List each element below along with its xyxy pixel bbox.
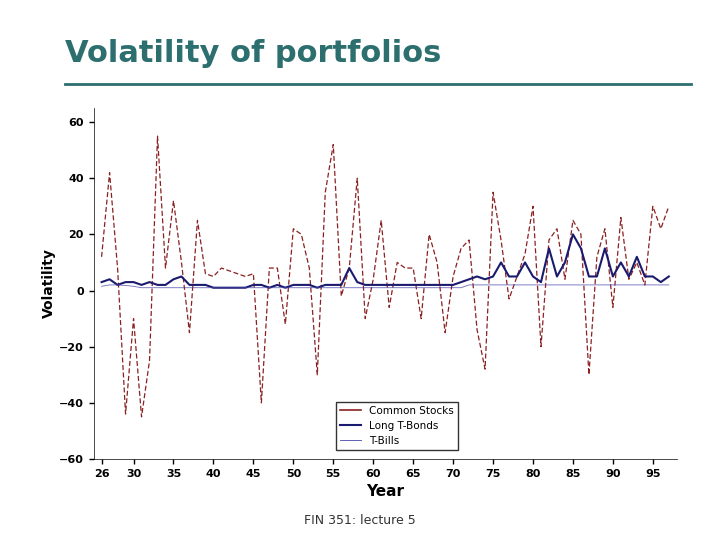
- Y-axis label: Volatility: Volatility: [42, 248, 56, 319]
- Text: Volatility of portfolios: Volatility of portfolios: [65, 38, 441, 68]
- X-axis label: Year: Year: [366, 484, 404, 500]
- Text: FIN 351: lecture 5: FIN 351: lecture 5: [304, 514, 416, 526]
- Legend: Common Stocks, Long T-Bonds, T-Bills: Common Stocks, Long T-Bonds, T-Bills: [336, 402, 458, 450]
